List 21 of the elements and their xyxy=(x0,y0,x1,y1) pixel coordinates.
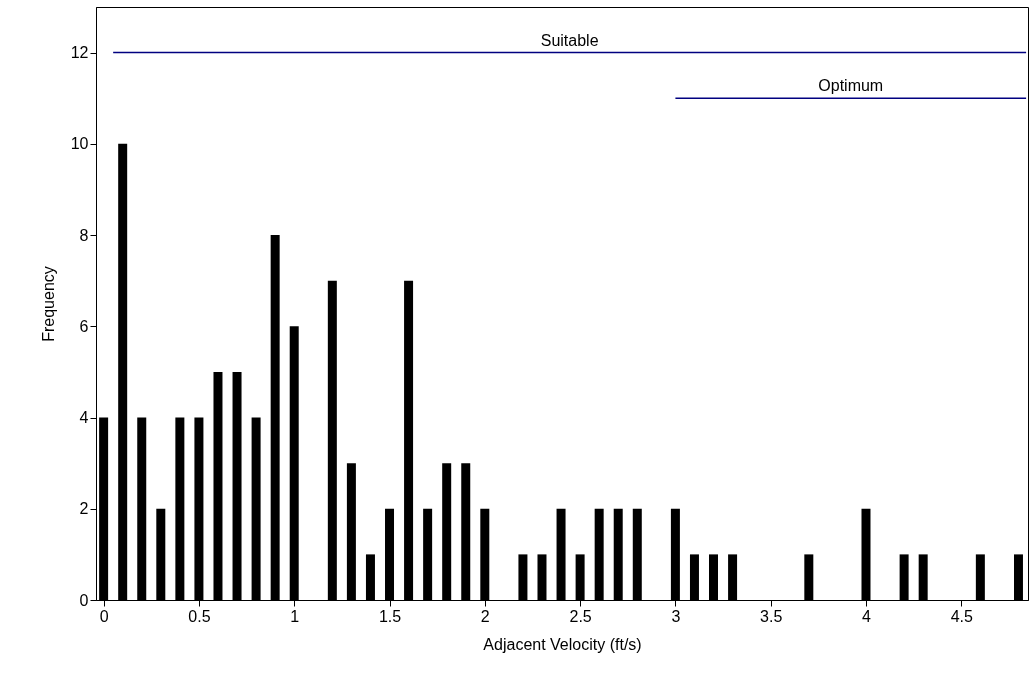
x-tick-label: 1 xyxy=(290,607,300,625)
x-tick-label: 4.5 xyxy=(950,607,974,625)
x-tick-label: 3.5 xyxy=(760,607,783,625)
x-tick-label: 3 xyxy=(671,607,681,625)
x-tick-label: 2 xyxy=(480,607,490,625)
y-tick-label: 4 xyxy=(79,409,89,427)
x-tick-label: 2.5 xyxy=(569,607,592,625)
y-tick-label: 2 xyxy=(79,500,89,518)
series-label: Optimum xyxy=(818,77,884,95)
x-tick-label: 1.5 xyxy=(378,607,402,625)
y-tick-label: 10 xyxy=(70,135,89,153)
x-axis-title: Adjacent Velocity (ft/s) xyxy=(483,635,642,653)
y-tick-label: 6 xyxy=(79,317,89,335)
x-tick-label: 4 xyxy=(862,607,872,625)
x-tick-label: 0.5 xyxy=(188,607,211,625)
series-label: Suitable xyxy=(540,31,599,49)
y-axis-title: Frequency xyxy=(39,266,57,342)
y-tick-label: 12 xyxy=(70,44,89,62)
y-tick-label: 8 xyxy=(79,226,89,244)
y-tick-label: 0 xyxy=(79,591,89,609)
x-tick-label: 0 xyxy=(99,607,109,625)
